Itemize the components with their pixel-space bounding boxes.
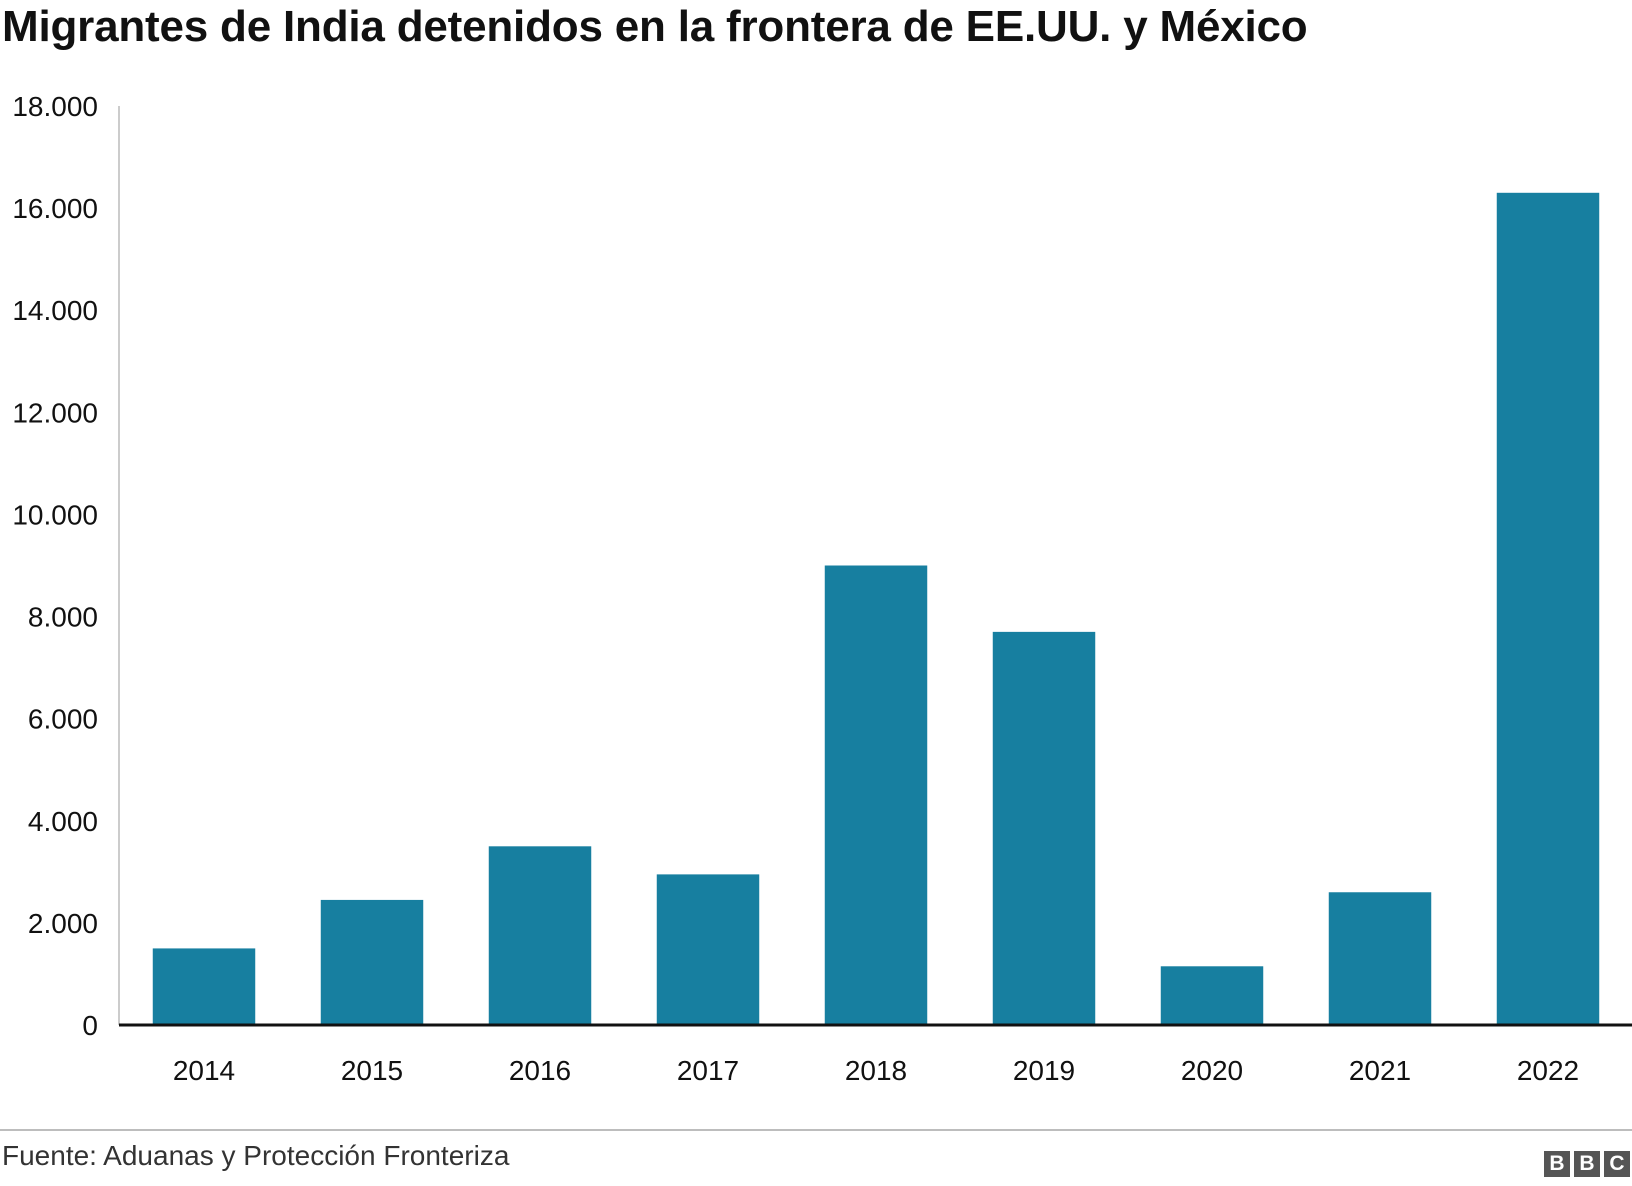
y-tick-label: 6.000: [28, 704, 98, 735]
x-tick-label: 2022: [1517, 1055, 1579, 1086]
x-tick-label: 2021: [1349, 1055, 1411, 1086]
x-tick-label: 2018: [845, 1055, 907, 1086]
y-tick-label: 0: [82, 1010, 98, 1041]
y-tick-label: 4.000: [28, 806, 98, 837]
bar: [992, 631, 1096, 1025]
footer-divider: [0, 1129, 1632, 1131]
bar-chart: 0 2.000 4.000 6.000 8.000 10.000 12.000 14.000 1…: [12, 91, 1632, 1086]
y-tick-label: 14.000: [12, 295, 98, 326]
bar: [488, 846, 592, 1025]
x-tick-label: 2015: [341, 1055, 403, 1086]
x-tick-label: 2014: [173, 1055, 235, 1086]
bar: [1496, 192, 1600, 1026]
bbc-logo-letter: C: [1604, 1151, 1630, 1177]
y-tick-label: 18.000: [12, 91, 98, 122]
bar: [824, 565, 928, 1025]
bar: [1328, 892, 1432, 1025]
bbc-logo-letter: B: [1574, 1151, 1600, 1177]
x-tick-label: 2016: [509, 1055, 571, 1086]
bar: [152, 948, 256, 1025]
bbc-logo: B B C: [1544, 1151, 1630, 1177]
x-tick-label: 2017: [677, 1055, 739, 1086]
chart-title: Migrantes de India detenidos en la front…: [2, 2, 1308, 51]
bar: [656, 874, 760, 1025]
bar: [1160, 966, 1264, 1025]
bbc-logo-letter: B: [1544, 1151, 1570, 1177]
source-note: Fuente: Aduanas y Protección Fronteriza: [2, 1140, 510, 1171]
y-tick-label: 2.000: [28, 908, 98, 939]
bar: [320, 899, 424, 1025]
x-tick-label: 2020: [1181, 1055, 1243, 1086]
y-tick-label: 16.000: [12, 193, 98, 224]
y-tick-label: 10.000: [12, 499, 98, 530]
y-tick-label: 12.000: [12, 397, 98, 428]
x-tick-label: 2019: [1013, 1055, 1075, 1086]
y-tick-label: 8.000: [28, 602, 98, 633]
